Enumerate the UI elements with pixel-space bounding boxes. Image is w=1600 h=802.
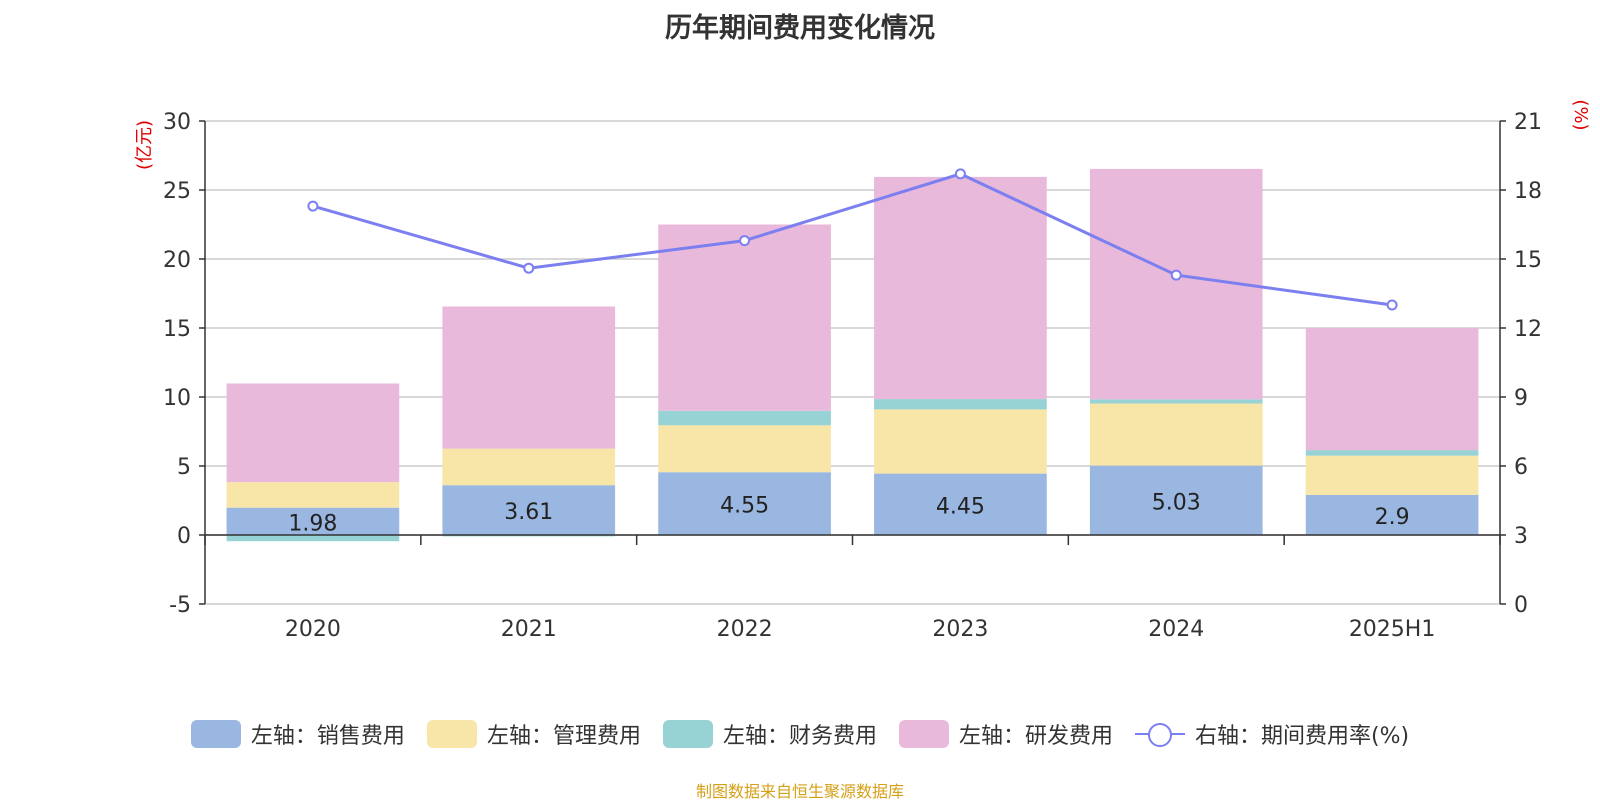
y-tick-label: 10 — [163, 386, 191, 411]
bar-2-2021 — [442, 448, 616, 486]
y-tick-label: -5 — [169, 593, 191, 618]
bar-3-2025H1 — [1305, 450, 1479, 456]
legend-item[interactable]: 右轴：期间费用率(%) — [1134, 718, 1410, 750]
bar-4-2022 — [658, 224, 831, 411]
bar-3-2023 — [874, 399, 1047, 410]
data-label: 5.03 — [1152, 490, 1201, 515]
line-point-2022 — [739, 235, 751, 247]
bar-2-2020 — [226, 482, 400, 508]
line-point-2021 — [523, 262, 535, 274]
line-series — [312, 172, 1393, 307]
chart-title: 历年期间费用变化情况 — [665, 13, 935, 44]
legend-label: 左轴：管理费用 — [486, 724, 641, 749]
y-tick-label: 30 — [163, 110, 191, 135]
y2-tick-label: 18 — [1514, 179, 1542, 204]
y-tick-label: 5 — [177, 455, 191, 480]
data-label: 2.9 — [1375, 505, 1410, 530]
legend-label: 左轴：研发费用 — [958, 724, 1113, 749]
bar-1-2021 — [442, 485, 616, 535]
data-label: 3.61 — [504, 500, 553, 525]
data-label: 1.98 — [288, 511, 337, 536]
bar-3-2022 — [658, 410, 831, 426]
bar-1-2020 — [226, 507, 400, 535]
y-axis-label: (亿元) — [134, 120, 155, 170]
bar-2-2023 — [874, 409, 1047, 474]
bar-1-2024 — [1089, 465, 1263, 535]
y2-tick-label: 0 — [1514, 593, 1528, 618]
line-point-2024 — [1170, 269, 1182, 281]
x-tick-label: 2023 — [932, 617, 988, 642]
bar-3-2024 — [1089, 399, 1263, 404]
x-tick-label: 2022 — [717, 617, 773, 642]
y2-tick-label: 12 — [1514, 317, 1542, 342]
line-point-2023 — [954, 168, 966, 180]
bar-4-2025H1 — [1305, 328, 1479, 451]
bar-2-2022 — [658, 425, 831, 473]
y2-tick-label: 6 — [1514, 455, 1528, 480]
bar-2-2025H1 — [1305, 455, 1479, 495]
y2-tick-label: 9 — [1514, 386, 1528, 411]
y2-tick-label: 3 — [1514, 524, 1528, 549]
bar-1-2023 — [874, 473, 1047, 535]
legend: 左轴：销售费用 左轴：管理费用 左轴：财务费用 左轴：研发费用 右轴：期间费用率(%) — [0, 718, 1600, 750]
legend-item[interactable]: 左轴：销售费用 — [190, 718, 405, 750]
bar-4-2023 — [874, 176, 1047, 400]
x-tick-label: 2020 — [285, 617, 341, 642]
bar-3-2020 — [226, 535, 400, 542]
y-tick-label: 15 — [163, 317, 191, 342]
bar-4-2020 — [226, 383, 400, 483]
line-point-2020 — [307, 200, 319, 212]
x-tick-label: 2025H1 — [1349, 617, 1436, 642]
legend-item[interactable]: 左轴：管理费用 — [426, 718, 641, 750]
bar-1-2025H1 — [1305, 494, 1479, 535]
bar-1-2022 — [658, 472, 831, 535]
y-tick-label: 20 — [163, 248, 191, 273]
legend-label: 左轴：财务费用 — [722, 724, 877, 749]
data-label: 4.45 — [936, 494, 985, 519]
legend-swatch — [190, 720, 241, 748]
legend-swatch — [662, 720, 713, 748]
legend-swatch — [898, 720, 949, 748]
line-point-2025H1 — [1386, 299, 1398, 311]
bar-4-2021 — [442, 306, 616, 449]
data-label: 4.55 — [720, 494, 769, 519]
legend-label: 左轴：销售费用 — [250, 724, 405, 749]
x-tick-label: 2024 — [1148, 617, 1204, 642]
legend-item[interactable]: 左轴：财务费用 — [662, 718, 877, 750]
source-note: 制图数据来自恒生聚源数据库 — [695, 782, 904, 801]
y2-tick-label: 15 — [1514, 248, 1542, 273]
y-tick-label: 25 — [163, 179, 191, 204]
bar-2-2024 — [1089, 403, 1263, 466]
x-tick-label: 2021 — [501, 617, 557, 642]
legend-label: 右轴：期间费用率(%) — [1194, 724, 1410, 749]
legend-swatch — [1134, 720, 1185, 748]
y-tick-label: 0 — [177, 524, 191, 549]
y2-axis-label: (%) — [1570, 99, 1591, 130]
legend-item[interactable]: 左轴：研发费用 — [898, 718, 1113, 750]
legend-swatch — [426, 720, 477, 748]
y2-tick-label: 21 — [1514, 110, 1542, 135]
